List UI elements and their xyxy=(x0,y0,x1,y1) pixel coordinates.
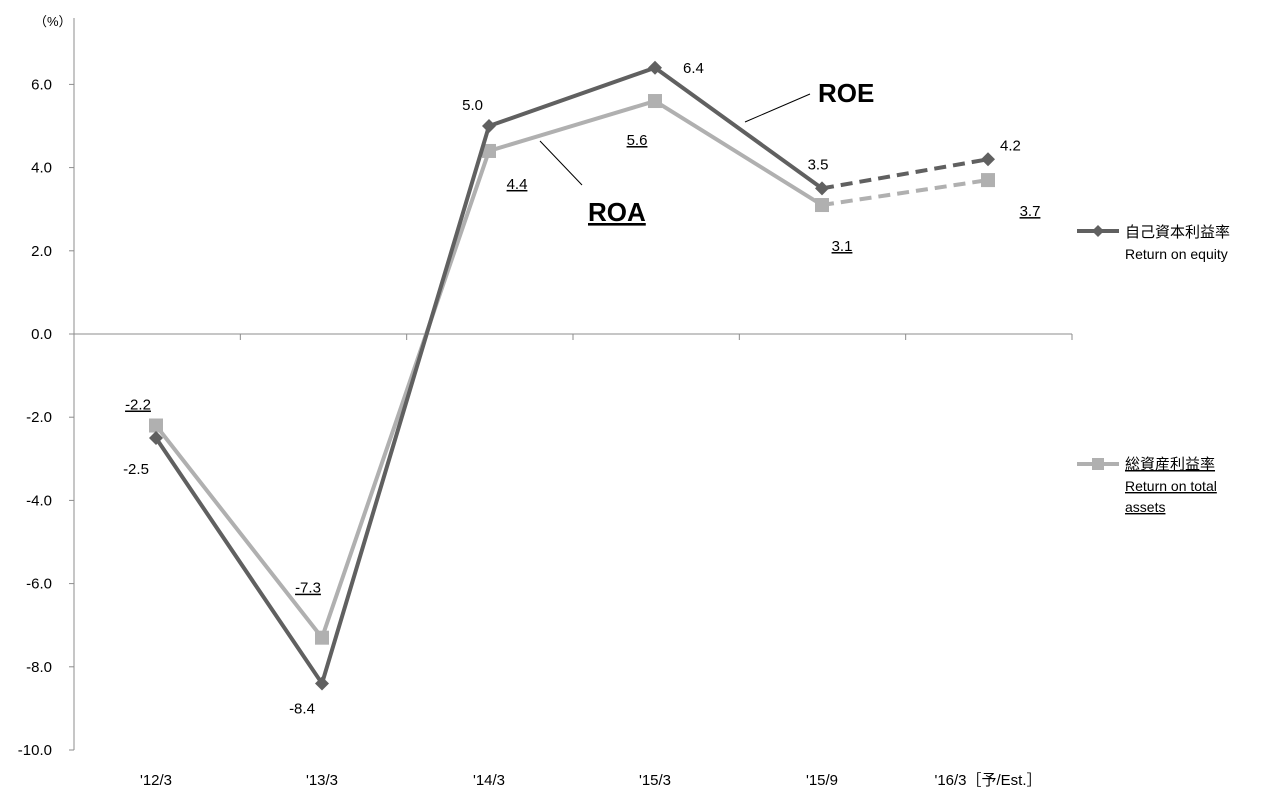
y-tick-label: -4.0 xyxy=(26,492,52,509)
y-tick-label: -8.0 xyxy=(26,659,52,676)
data-label-roa: 3.1 xyxy=(832,238,853,255)
x-tick-label: '14/3 xyxy=(473,772,505,789)
series-layer xyxy=(149,60,995,691)
data-point-roe xyxy=(815,181,829,196)
data-point-roa xyxy=(482,143,496,158)
data-label-roa: -7.3 xyxy=(295,580,321,597)
data-label-roe: 4.2 xyxy=(1000,137,1021,154)
x-tick-label: '15/3 xyxy=(639,772,671,789)
legend-marker-roe xyxy=(1092,225,1104,237)
legend-label-roa-en-1: Return on total xyxy=(1125,478,1217,494)
y-tick-label: -10.0 xyxy=(18,742,52,759)
y-tick-label: 2.0 xyxy=(31,243,52,260)
roa-callout: ROA xyxy=(588,197,646,227)
legend: 自己資本利益率 Return on equity 総資産利益率 Return on t… xyxy=(1077,224,1230,515)
roa-callout-leader xyxy=(539,140,583,186)
legend-label-roa-en-2: assets xyxy=(1125,499,1165,515)
data-point-roe xyxy=(981,152,995,167)
series-line-estimate-roe xyxy=(821,157,989,191)
y-tick-label: -2.0 xyxy=(26,409,52,426)
data-label-roe: 5.0 xyxy=(462,97,483,114)
x-tick-label: '12/3 xyxy=(140,772,172,789)
x-tick-label: '13/3 xyxy=(306,772,338,789)
data-point-roe xyxy=(648,60,662,75)
legend-label-roa-jp: 総資産利益率 xyxy=(1125,456,1215,473)
data-point-roa xyxy=(815,198,829,213)
axes: 6.0 4.0 2.0 0.0 -2.0 -4.0 -6.0 -8.0 -10.0 '12/3 '1… xyxy=(18,14,1073,789)
data-label-roe: -8.4 xyxy=(289,700,315,717)
data-label-roa: 3.7 xyxy=(1020,203,1041,220)
legend-label-roe-en: Return on equity xyxy=(1125,246,1228,262)
data-point-roe xyxy=(315,676,329,691)
data-point-roe xyxy=(149,431,163,445)
data-point-roa xyxy=(648,94,662,109)
y-tick-label: 4.0 xyxy=(31,160,52,177)
data-point-roe xyxy=(482,119,496,133)
data-point-roa xyxy=(981,173,995,188)
data-label-roa: 4.4 xyxy=(507,176,528,193)
roe-callout: ROE xyxy=(818,78,874,108)
y-tick-label: 0.0 xyxy=(31,326,52,343)
data-point-roa xyxy=(315,630,329,645)
data-point-roa xyxy=(149,418,163,433)
legend-label-roe-jp: 自己資本利益率 xyxy=(1125,224,1230,241)
legend-marker-roa xyxy=(1092,458,1104,470)
series-line-roa xyxy=(154,99,824,640)
x-tick-label: '16/3［予/Est.］ xyxy=(934,772,1041,789)
labels-layer: -2.5 -8.4 5.0 6.4 3.5 4.2 -2.2 -7.3 4.4 5.6 3.1 3.7… xyxy=(123,60,1040,718)
series-line-estimate-roa xyxy=(821,178,989,208)
series-line-roe xyxy=(154,65,824,686)
data-label-roe: 6.4 xyxy=(683,60,704,77)
data-label-roa: 5.6 xyxy=(627,132,648,149)
x-tick-label: '15/9 xyxy=(806,772,838,789)
y-tick-label: 6.0 xyxy=(31,76,52,93)
data-label-roa: -2.2 xyxy=(125,397,151,414)
roe-callout-leader xyxy=(744,93,811,123)
data-label-roe: -2.5 xyxy=(123,461,149,478)
data-label-roe: 3.5 xyxy=(808,156,829,173)
y-tick-label: -6.0 xyxy=(26,576,52,593)
unit-label: （%） xyxy=(34,14,72,29)
